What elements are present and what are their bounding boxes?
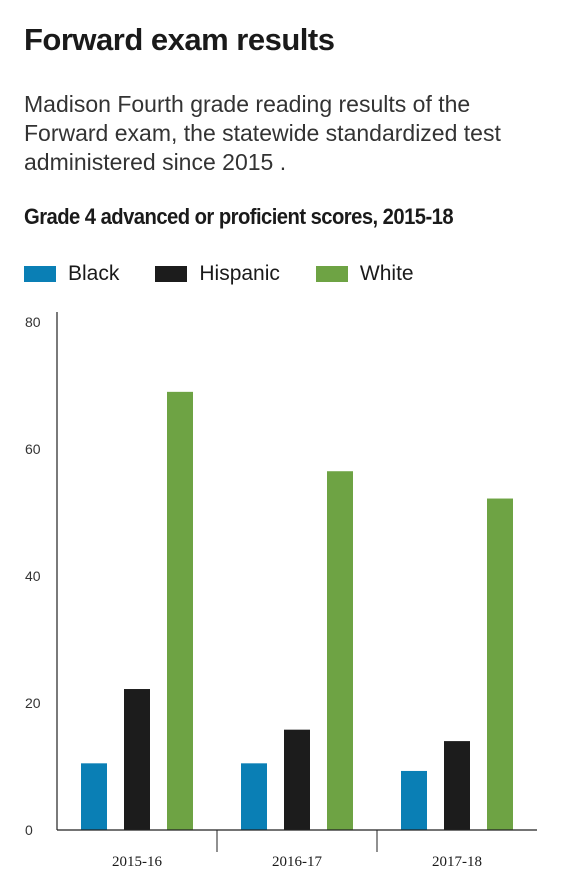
bar-black-2015-16 (81, 763, 107, 830)
legend-label-black: Black (68, 262, 120, 285)
page-subtitle: Madison Fourth grade reading results of … (24, 91, 501, 175)
chart-legend: Black Hispanic White (24, 262, 450, 286)
bar-black-2016-17 (241, 763, 267, 830)
legend-swatch-white (315, 266, 348, 282)
y-tick-label: 20 (25, 695, 41, 711)
x-category-label: 2015-16 (112, 854, 162, 870)
y-tick-label: 40 (25, 568, 41, 584)
bar-white-2017-18 (487, 498, 513, 830)
legend-label-hispanic: Hispanic (199, 262, 280, 285)
bar-hispanic-2017-18 (444, 741, 470, 830)
bar-white-2015-16 (167, 391, 193, 830)
bar-hispanic-2015-16 (124, 689, 150, 830)
y-tick-label: 80 (25, 314, 41, 330)
legend-item-white: White (315, 262, 414, 286)
bar-black-2017-18 (401, 770, 427, 830)
legend-item-black: Black (24, 262, 119, 286)
legend-swatch-hispanic (155, 266, 188, 282)
legend-swatch-black (24, 266, 56, 282)
x-category-label: 2016-17 (272, 854, 322, 870)
bar-hispanic-2016-17 (284, 729, 310, 830)
page-title: Forward exam results (24, 22, 335, 57)
chart-title: Grade 4 advanced or proficient scores, 2… (24, 204, 454, 229)
legend-label-white: White (359, 262, 414, 285)
y-tick-label: 0 (25, 822, 33, 838)
y-tick-label: 60 (25, 441, 41, 457)
legend-item-hispanic: Hispanic (155, 262, 280, 286)
x-category-label: 2017-18 (432, 854, 482, 870)
bar-white-2016-17 (327, 471, 353, 830)
